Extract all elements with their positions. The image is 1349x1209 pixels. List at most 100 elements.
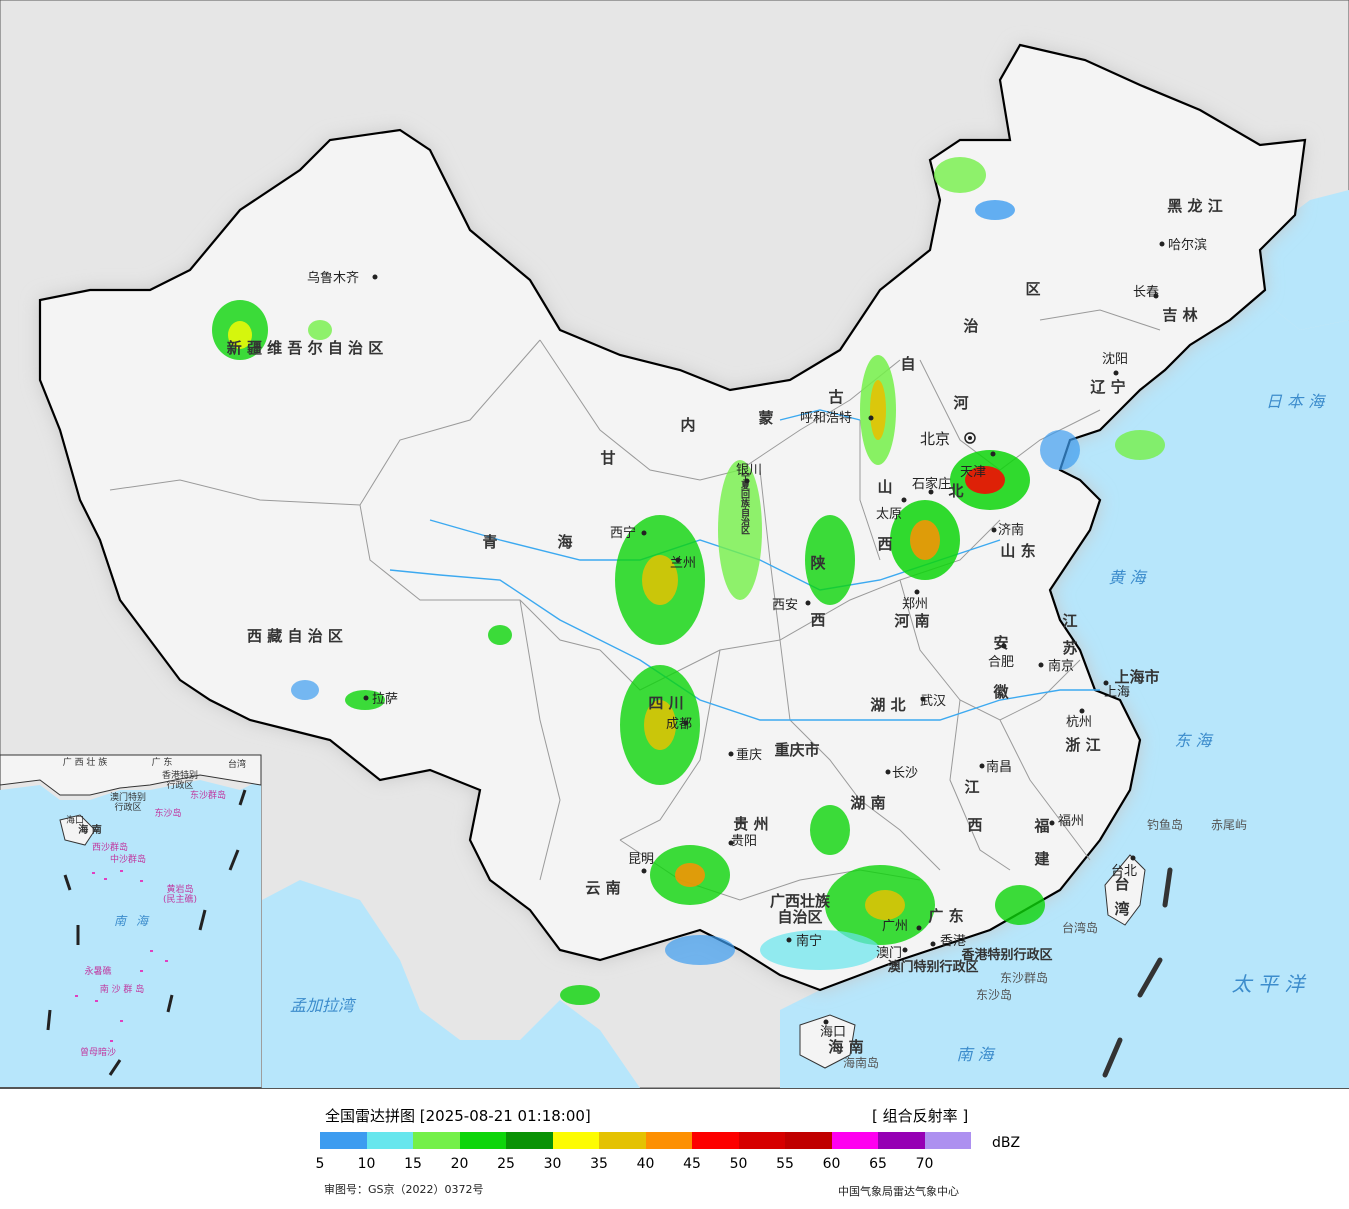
city-label: 呼和浩特 [800,411,852,426]
city-label: 乌鲁木齐 [307,270,359,286]
legend-tick-label: 5 [315,1156,325,1172]
province-label: 江 [964,778,979,796]
legend-swatch [785,1132,832,1149]
province-label: 区 [1025,280,1040,298]
city-label: 拉萨 [372,692,398,707]
radar-echoes [212,157,1165,1005]
city-label: 重庆 [736,747,762,763]
city-label: 澳门 [876,945,902,961]
inset-label: 东沙群岛 [190,789,226,801]
legend-tick-label: 60 [822,1156,841,1172]
legend-swatch [831,1132,878,1149]
legend-tick-label: 10 [357,1156,376,1172]
legend-tick-label: 50 [729,1156,748,1172]
legend-tick-label: 15 [404,1156,422,1172]
province-label: 古 [828,388,843,406]
legend-product: [ 组合反射率 ] [872,1107,969,1125]
city-label: 福州 [1058,814,1084,829]
city-label: 石家庄 [912,476,951,492]
china-land [38,43,1307,992]
city-label: 杭州 [1066,715,1092,730]
province-label: 云 南 [585,879,620,897]
city-label: 银川 [736,463,762,478]
inset-label: 广 东 [152,756,173,768]
legend-unit: dBZ [992,1135,1021,1151]
legend-tick-label: 55 [776,1156,794,1172]
city-label: 济南 [998,522,1024,538]
province-label: 青 [482,533,497,551]
inset-label: 台湾 [228,758,246,770]
maritime-boundary [1102,867,1173,1078]
legend-swatch [506,1132,553,1149]
inset-label: 海 南 [78,823,101,836]
city-label: 南京 [1048,658,1074,674]
city-label: 西宁 [610,525,636,541]
province-label: 海 [557,533,572,551]
province-label: 新 疆 维 吾 尔 自 治 区 [227,339,384,357]
legend-tick-label: 70 [915,1156,934,1172]
province-label: 广西壮族 [770,892,831,910]
water-label: 南 海 [956,1045,995,1064]
taiwan-land [1104,854,1146,926]
province-label: 湾 [1114,900,1129,918]
province-label: 安 [993,634,1008,652]
province-label: 黑 龙 江 [1167,197,1222,215]
province-label: 自 [900,355,915,373]
water-label: 东 海 [1174,731,1213,750]
island-label: 东沙群岛 [1000,970,1048,985]
inset-label: 黄岩岛 [166,883,193,895]
city-label: 台北 [1111,864,1137,879]
province-label: 重庆市 [774,741,819,759]
province-label: 北 [948,482,963,500]
inset-label: 永暑礁 [84,965,111,977]
province-label: 自治区 [777,908,822,926]
province-label: 西 [967,816,982,834]
water-label: 日 本 海 [1266,392,1326,411]
province-label: 西 [877,535,892,553]
legend-panel: 全国雷达拼图 [2025-08-21 01:18:00] [ 组合反射率 ] d… [0,1088,1349,1209]
province-label: 广 东 [928,907,963,925]
legend-swatch [645,1132,692,1149]
city-label: 海口 [820,1025,846,1040]
island-label: 台湾岛 [1062,920,1098,935]
island-label: 海南岛 [843,1055,879,1070]
province-label: 苏 [1062,639,1077,657]
city-label: 兰州 [670,556,696,571]
province-label: 内 [680,416,695,434]
inset-label: 海口 [66,814,84,826]
province-label: 贵 州 [733,815,768,833]
city-label: 昆明 [628,852,654,867]
japan-sea [1215,190,1349,330]
credit: 中国气象局雷达气象中心 [838,1185,959,1198]
province-label: 浙 江 [1065,736,1100,754]
hainan-land [799,1014,856,1069]
province-label: 西 藏 自 治 区 [247,627,343,645]
province-label: 河 [953,394,968,412]
legend-swatch [599,1132,646,1149]
province-label: 四 川 [648,694,683,712]
city-layer: 乌鲁木齐 拉萨 西宁 兰州 银川 呼和浩特 哈尔滨 长春 沈阳 北京 天津 石家… [307,237,1207,1040]
water-label-layer: 日 本 海 黄 海 东 海 太 平 洋 南 海 孟加拉湾 [290,392,1326,1064]
legend-tick-label: 65 [869,1156,887,1172]
province-label: 西 [810,611,825,629]
approval-number: 审图号：GS京（2022）0372号 [324,1183,484,1196]
province-label: 山 [877,478,892,496]
city-label: 香港 [940,934,966,949]
legend-color-bar [320,1132,971,1149]
legend-tick-label: 25 [497,1156,515,1172]
legend-swatch [878,1132,925,1149]
city-label: 哈尔滨 [1168,237,1207,253]
province-label: 建 [1034,850,1050,868]
city-label: 南宁 [796,933,822,949]
inset-label: 南 [114,914,128,928]
province-label: 徽 [992,683,1009,701]
province-label: 蒙 [758,409,773,427]
inset-label: 海 [136,914,150,928]
inset-label: 广 西 壮 族 [63,756,108,768]
city-label: 南昌 [986,759,1012,775]
inset-label: 行政区 [166,779,193,791]
city-label: 北京 [920,430,950,448]
water-label: 孟加拉湾 [290,996,357,1015]
city-label: 郑州 [902,597,928,612]
legend-tick-label: 35 [590,1156,608,1172]
